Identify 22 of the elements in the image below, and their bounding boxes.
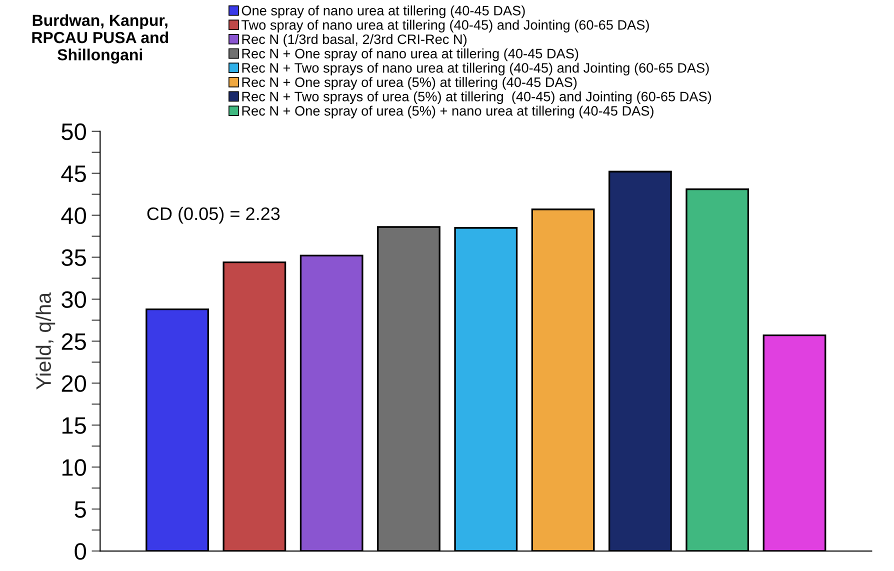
annotation: CD (0.05) = 2.23 — [147, 206, 280, 224]
legend-label: Rec N + One spray of urea (5%) + nano urea at tillering (40-45 DAS) — [242, 106, 654, 118]
legend-label: Rec N + One spray of urea (5%) at tillering (40-45 DAS) — [242, 77, 577, 90]
y-axis-title: Yield, q/ha — [36, 292, 56, 390]
y-tick-label: 50 — [62, 123, 86, 140]
legend-label: Rec N + Two sprays of urea (5%) at tillering (40-45) and Jointing (60-65 DAS) — [242, 91, 712, 104]
chart-title: Burdwan, Kanpur, RPCAU PUSA and Shillongani — [32, 14, 168, 64]
y-tick-label: 20 — [62, 375, 86, 392]
y-tick-label: 10 — [62, 459, 86, 476]
y-tick-label: 30 — [62, 291, 86, 308]
legend-label: Rec N (1/3rd basal, 2/3rd CRI-Rec N) — [242, 34, 467, 47]
legend-label: Rec N + Two sprays of nano urea at tillering (40-45) and Jointing (60-65 DAS) — [242, 62, 709, 76]
y-tick-label: 40 — [61, 207, 86, 224]
y-tick-label: 25 — [62, 333, 86, 350]
y-tick-label: 0 — [74, 543, 86, 560]
y-tick-label: 45 — [61, 166, 86, 182]
y-tick-label: 5 — [74, 501, 86, 518]
legend-label: Two spray of nano urea at tillering (40-45) and Jointing (60-65 DAS) — [242, 20, 649, 32]
legend-label: One spray of nano urea at tillering (40-45 DAS) — [242, 5, 525, 18]
y-tick-label: 35 — [62, 249, 86, 266]
legend-label: Rec N + One spray of nano urea at tillering (40-45 DAS) — [242, 48, 578, 62]
y-tick-label: 15 — [62, 417, 86, 434]
